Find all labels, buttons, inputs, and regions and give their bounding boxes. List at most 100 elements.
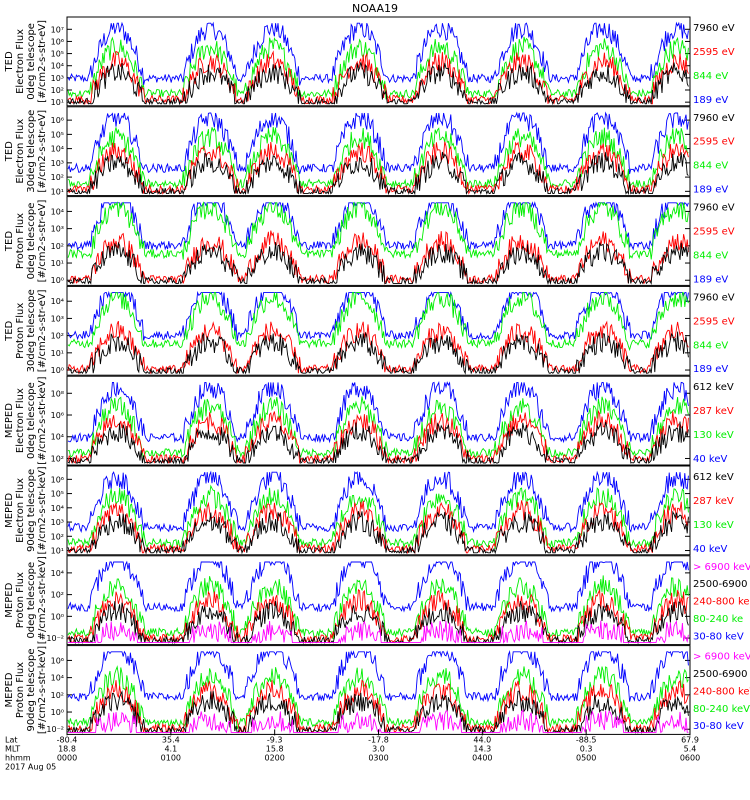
- x-tick-hhmm: 0500: [576, 753, 596, 762]
- y-tick-label: 10³: [51, 225, 64, 234]
- y-tick-label: 10³: [51, 159, 64, 168]
- x-tick-lat: -88.5: [576, 735, 597, 744]
- legend-entry: > 6900 keV: [693, 652, 750, 663]
- y-tick-label: 10⁴: [51, 145, 64, 154]
- y-tick-label: 10⁰: [51, 708, 64, 717]
- series-line-blue: [67, 111, 689, 175]
- y-tick-label: 10²: [51, 591, 64, 600]
- x-tick-lat: -80.4: [57, 735, 78, 744]
- date-label: 2017 Aug 05: [5, 762, 56, 771]
- legend-entry: 287 keV: [693, 496, 734, 507]
- y-tick-label: 10⁻²: [46, 725, 64, 734]
- series-line-green: [67, 201, 689, 260]
- series-line-blue: [67, 290, 689, 341]
- series-line-red: [67, 409, 689, 465]
- y-tick-label: 10⁵: [51, 50, 64, 59]
- legend-entry: 80-240 ke: [693, 614, 743, 625]
- y-axis-label: TED: [4, 141, 15, 162]
- y-axis-label: 90deg telescope: [26, 469, 37, 552]
- y-tick-label: 10²: [51, 691, 64, 700]
- legend-entry: 612 keV: [693, 382, 734, 393]
- panel-frame: [66, 106, 691, 197]
- panel-3: 10⁰ 10¹ 10² 10³ 10⁴ TED Proton Flux 0deg telesc…: [4, 196, 735, 286]
- y-tick-label: 10⁸: [51, 389, 64, 398]
- panel-5: 10² 10⁴ 10⁶ 10⁸ MEPED Electron Flux 0deg teles…: [4, 375, 734, 466]
- y-tick-label: 10¹: [51, 259, 64, 268]
- series-line-green: [67, 291, 689, 352]
- series-line-black: [67, 241, 689, 286]
- legend-entry: 130 keV: [693, 430, 734, 441]
- y-tick-label: 10³: [51, 314, 64, 323]
- legend-entry: 7960 eV: [693, 113, 735, 124]
- legend-entry: > 6900 keV: [693, 562, 750, 573]
- series-line-black: [67, 690, 689, 735]
- x-tick-lat: -9.3: [267, 735, 283, 744]
- legend-entry: 287 keV: [693, 406, 734, 417]
- x-tick-lat: 44.0: [473, 735, 491, 744]
- x-tick-lat: 35.4: [162, 735, 180, 744]
- x-tick-hhmm: 0000: [57, 753, 77, 762]
- x-tick-mlt: 18.8: [58, 744, 76, 753]
- panel-8: 10⁻² 10⁰ 10² 10⁴ 10⁶ MEPED Proton Flux 90deg te…: [4, 645, 750, 735]
- legend-entry: 7960 eV: [693, 203, 735, 214]
- legend-entry: 189 eV: [693, 95, 728, 106]
- y-axis-label: [#/cm2-s-str-eV]: [37, 20, 48, 103]
- series-line-black: [67, 331, 689, 375]
- panel-frame: [66, 196, 691, 286]
- y-axis-label: MEPED: [4, 403, 15, 438]
- series-line-blue: [67, 201, 689, 251]
- legend-entry: 2500-6900: [693, 669, 748, 680]
- y-tick-label: 10⁵: [51, 130, 64, 139]
- y-tick-label: 10⁴: [51, 207, 64, 216]
- legend-entry: 189 eV: [693, 364, 728, 375]
- y-axis-label: TED: [4, 320, 15, 341]
- y-tick-label: 10²: [51, 332, 64, 341]
- legend-entry: 844 eV: [693, 250, 728, 261]
- y-axis-label: [#/cm2-s-str-keV]: [37, 646, 48, 734]
- y-axis-label: TED: [4, 51, 15, 72]
- y-tick-label: 10⁶: [51, 656, 64, 665]
- y-axis-label: 30deg telescope: [26, 110, 37, 193]
- x-tick-lat: -17.8: [368, 735, 389, 744]
- legend-entry: 844 eV: [693, 340, 728, 351]
- legend-entry: 7960 eV: [693, 23, 735, 34]
- y-tick-label: 10⁰: [51, 276, 64, 285]
- x-tick-hhmm: 0600: [680, 753, 700, 762]
- legend-entry: 130 keV: [693, 520, 734, 531]
- legend-entry: 30-80 keV: [693, 631, 744, 642]
- y-axis-label: Proton Flux: [15, 572, 26, 628]
- legend-entry: 40 keV: [693, 454, 727, 465]
- y-axis-label: MEPED: [4, 493, 15, 528]
- x-tick-mlt: 0.3: [580, 744, 593, 753]
- y-tick-label: 10³: [51, 74, 64, 83]
- series-line-red: [67, 320, 689, 375]
- y-tick-label: 10⁴: [51, 674, 64, 683]
- series-line-green: [67, 396, 689, 460]
- series-line-black: [67, 600, 689, 645]
- y-axis-label: 30deg telescope: [26, 289, 37, 372]
- legend-entry: 189 eV: [693, 274, 728, 285]
- series-line-blue: [67, 470, 689, 534]
- x-row-label: MLT: [5, 744, 20, 753]
- x-tick-mlt: 4.1: [164, 744, 177, 753]
- y-axis-label: TED: [4, 231, 15, 252]
- x-row-label: hhmm: [5, 753, 31, 762]
- y-tick-label: 10²: [51, 86, 64, 95]
- y-axis-label: MEPED: [4, 582, 15, 617]
- chart-title: NOAA19: [352, 2, 398, 15]
- series-line-green: [67, 126, 689, 190]
- y-axis-label: Electron Flux: [15, 29, 26, 94]
- y-tick-label: 10¹: [51, 187, 64, 196]
- series-line-black: [67, 510, 689, 555]
- panel-frame: [66, 285, 691, 376]
- panel-frame: [66, 465, 691, 556]
- legend-entry: 30-80 keV: [693, 721, 744, 732]
- series-line-black: [67, 421, 689, 465]
- panel-7: 10⁻² 10⁰ 10² 10⁴ MEPED Proton Flux 0deg telesc…: [4, 555, 750, 646]
- legend-entry: 2500-6900: [693, 579, 748, 590]
- y-axis-label: [#/cm2-s-str-eV]: [37, 110, 48, 193]
- series-line-black: [67, 151, 689, 196]
- y-axis-label: [#/cm2-s-str-keV]: [37, 556, 48, 644]
